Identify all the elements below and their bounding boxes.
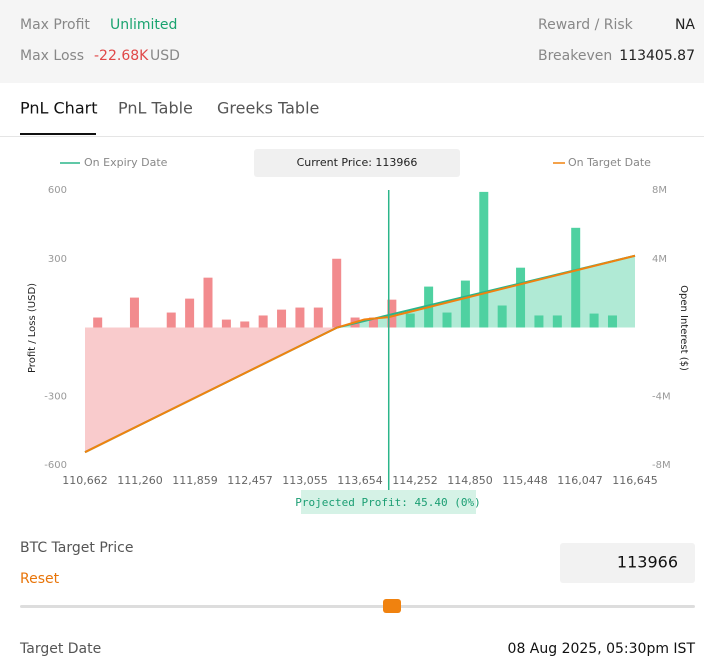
- max-loss: -22.68K: [94, 48, 149, 64]
- oi-bar: [166, 312, 176, 328]
- oi-bar: [129, 297, 139, 328]
- summary-panel: [0, 0, 704, 83]
- reward-risk-label: Reward / Risk: [538, 17, 634, 33]
- max-loss-label: Max Loss: [20, 48, 84, 64]
- target-date: 08 Aug 2025, 05:30pm IST: [508, 641, 696, 657]
- profit-area: [85, 255, 635, 328]
- loss-area: [85, 327, 635, 453]
- oi-bar: [607, 315, 617, 328]
- legend-label: On Target Date: [568, 156, 651, 169]
- breakeven-label: Breakeven: [538, 48, 612, 64]
- x-tick-label: 114,850: [447, 474, 493, 487]
- oi-bar: [313, 307, 323, 328]
- x-tick-label: 116,645: [612, 474, 658, 487]
- x-tick-label: 111,260: [117, 474, 163, 487]
- x-tick-label: 112,457: [227, 474, 273, 487]
- reset-button[interactable]: Reset: [20, 571, 60, 587]
- oi-bar: [332, 258, 342, 328]
- projected-profit-box: [301, 490, 476, 514]
- y2-axis-label: Open Interest ($): [678, 285, 689, 371]
- oi-bar: [203, 277, 213, 328]
- y2-tick-label: 8M: [652, 185, 667, 196]
- max-profit: Unlimited: [110, 17, 177, 33]
- target-price-input[interactable]: [560, 543, 695, 583]
- current-price-value: 113966: [375, 156, 417, 169]
- current-price-box: [254, 149, 460, 177]
- oi-bar: [258, 315, 268, 328]
- pnl-line: [84, 254, 636, 454]
- target-price-value: 113966: [617, 553, 678, 572]
- max-profit-label: Max Profit: [20, 17, 90, 33]
- oi-bar: [185, 298, 195, 328]
- tab[interactable]: PnL Table: [118, 99, 193, 118]
- max-loss-unit: USD: [150, 48, 180, 64]
- y-tick-label: -600: [44, 460, 67, 471]
- oi-bar: [497, 305, 507, 328]
- tab[interactable]: PnL Chart: [20, 99, 97, 118]
- current-price: Current Price: 113966: [297, 156, 418, 169]
- x-tick-label: 115,448: [502, 474, 548, 487]
- y-tick-label: 600: [48, 185, 67, 196]
- y2-tick-label: -4M: [652, 391, 671, 402]
- plot: 600 300 -300 -600 8M 4M -4M -8M 110,662 111,260 11…: [44, 156, 671, 490]
- reward-risk: NA: [675, 17, 695, 33]
- oi-bar: [460, 280, 470, 328]
- x-tick-label: 116,047: [557, 474, 603, 487]
- oi-bar: [295, 307, 305, 328]
- x-tick-label: 113,654: [337, 474, 383, 487]
- oi-bar: [277, 309, 287, 328]
- tab[interactable]: Greeks Table: [217, 99, 319, 118]
- oi-bar: [589, 313, 599, 328]
- oi-bar: [516, 267, 526, 328]
- oi-bar: [552, 315, 562, 328]
- breakeven: 113405.87: [619, 48, 695, 64]
- y2-tick-label: 4M: [652, 254, 667, 265]
- divider: [0, 136, 704, 137]
- oi-bar: [442, 312, 452, 328]
- oi-bar: [405, 313, 415, 328]
- y-tick-label: 300: [48, 254, 67, 265]
- oi-bar: [571, 227, 581, 328]
- x-tick-label: 113,055: [282, 474, 328, 487]
- slider-thumb[interactable]: [383, 599, 401, 613]
- y2-tick-label: -8M: [652, 460, 671, 471]
- y-tick-label: -300: [44, 391, 67, 402]
- target-date-label: Target Date: [19, 641, 101, 657]
- x-tick-label: 111,859: [172, 474, 218, 487]
- y-axis-label: Profit / Loss (USD): [27, 283, 38, 373]
- legend-label: On Expiry Date: [84, 156, 168, 169]
- projected-profit: Projected Profit: 45.40 (0%): [295, 496, 480, 509]
- oi-bar: [93, 317, 103, 328]
- current-price-label: Current Price:: [297, 156, 372, 169]
- tab-underline: [20, 133, 96, 135]
- x-tick-label: 114,252: [392, 474, 438, 487]
- x-tick-label: 110,662: [62, 474, 108, 487]
- oi-bar: [221, 319, 231, 328]
- oi-bar: [534, 315, 544, 328]
- slider-track[interactable]: [20, 605, 695, 608]
- oi-bar: [368, 317, 378, 328]
- target-price-label: BTC Target Price: [20, 540, 133, 556]
- oi-bar: [479, 191, 489, 328]
- oi-bar: [240, 321, 250, 328]
